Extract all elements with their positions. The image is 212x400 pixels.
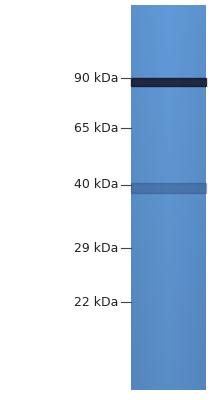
Text: 90 kDa: 90 kDa — [74, 72, 119, 84]
Text: 29 kDa: 29 kDa — [74, 242, 119, 254]
Bar — [131, 78, 206, 86]
Bar — [131, 183, 206, 193]
Text: 40 kDa: 40 kDa — [74, 178, 119, 192]
Text: 22 kDa: 22 kDa — [74, 296, 119, 308]
Text: 65 kDa: 65 kDa — [74, 122, 119, 134]
